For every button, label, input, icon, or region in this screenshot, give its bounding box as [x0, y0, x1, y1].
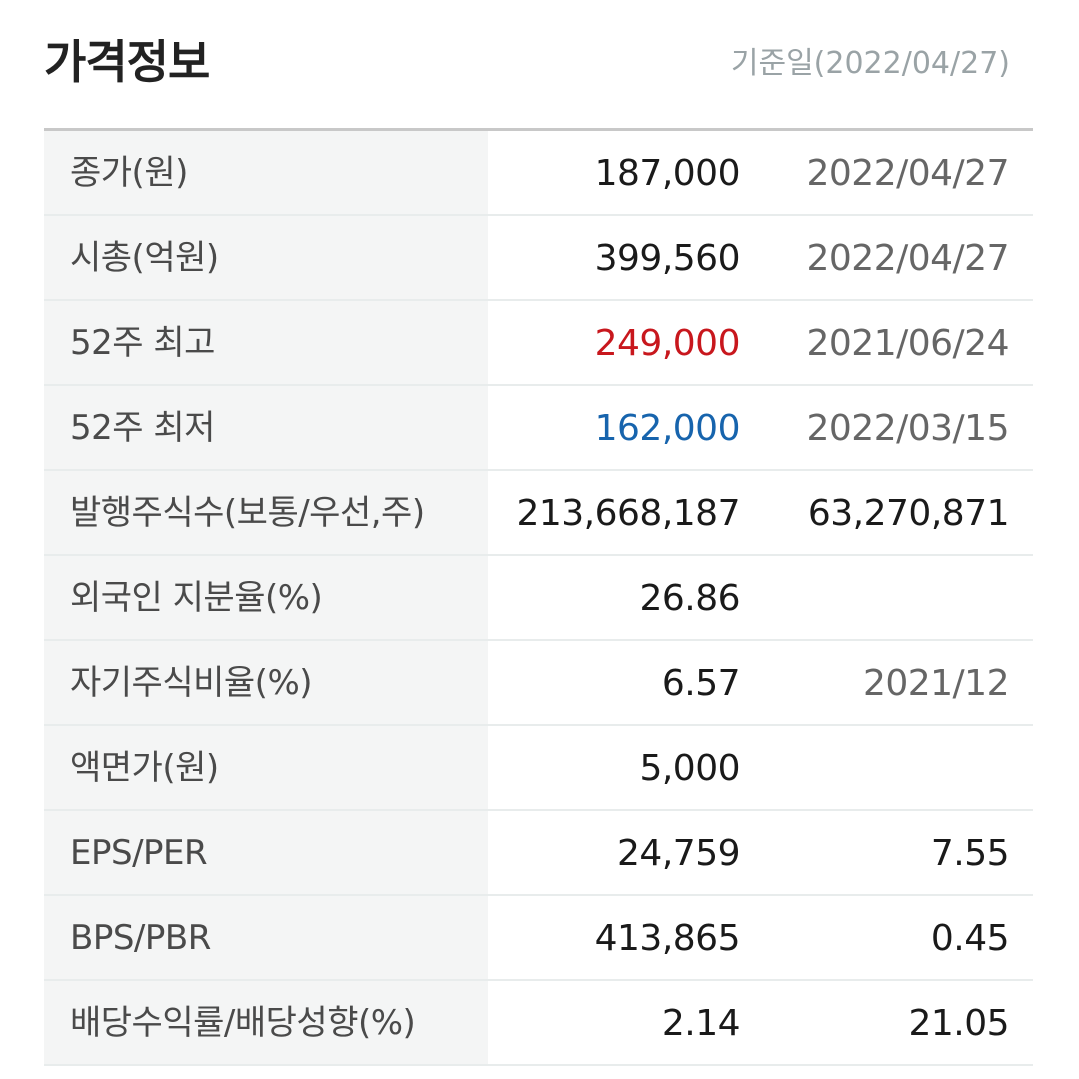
row-market-cap: 시총(억원) 399,560 2022/04/27 [44, 216, 1033, 301]
label-cell: BPS/PBR [44, 896, 488, 979]
row-value: 187,000 [594, 153, 741, 194]
row-date: 2022/04/27 [806, 238, 1010, 279]
price-info-table: 종가(원) 187,000 2022/04/27 시총(억원) 399,560 … [44, 128, 1033, 1066]
row-extra-value: 63,270,871 [807, 493, 1010, 534]
label-cell: 52주 최고 [44, 301, 488, 384]
row-value: 26.86 [639, 578, 740, 619]
row-label: 자기주식비율(%) [70, 663, 313, 703]
row-value: 24,759 [617, 833, 740, 874]
row-shares-outstanding: 발행주식수(보통/우선,주) 213,668,187 63,270,871 [44, 471, 1033, 556]
row-52w-low: 52주 최저 162,000 2022/03/15 [44, 386, 1033, 471]
label-cell: 외국인 지분율(%) [44, 556, 488, 639]
row-value-low: 162,000 [594, 408, 741, 449]
row-date: 2022/03/15 [806, 408, 1010, 449]
label-cell: EPS/PER [44, 811, 488, 894]
row-date: 2021/12 [862, 663, 1010, 704]
row-date: 2021/06/24 [806, 323, 1010, 364]
row-label: 52주 최저 [70, 408, 215, 448]
row-label: 외국인 지분율(%) [70, 578, 323, 618]
row-value: 2.14 [661, 1003, 741, 1044]
row-bps-pbr: BPS/PBR 413,865 0.45 [44, 896, 1033, 981]
base-date: 기준일(2022/04/27) [730, 46, 1010, 81]
row-value: 6.57 [661, 663, 741, 704]
label-cell: 종가(원) [44, 131, 488, 214]
row-foreign-ownership: 외국인 지분율(%) 26.86 [44, 556, 1033, 641]
row-eps-per: EPS/PER 24,759 7.55 [44, 811, 1033, 896]
row-label: 52주 최고 [70, 323, 215, 363]
row-treasury-stock: 자기주식비율(%) 6.57 2021/12 [44, 641, 1033, 726]
price-info-header: 가격정보 기준일(2022/04/27) [44, 24, 1010, 89]
row-extra-value: 0.45 [930, 918, 1010, 959]
label-cell: 액면가(원) [44, 726, 488, 809]
label-cell: 배당수익률/배당성향(%) [44, 981, 488, 1064]
row-value: 399,560 [594, 238, 741, 279]
row-value: 213,668,187 [516, 493, 740, 534]
label-cell: 자기주식비율(%) [44, 641, 488, 724]
row-label: 발행주식수(보통/우선,주) [70, 493, 425, 533]
label-cell: 발행주식수(보통/우선,주) [44, 471, 488, 554]
row-dividend-yield: 배당수익률/배당성향(%) 2.14 21.05 [44, 981, 1033, 1066]
row-date: 2022/04/27 [806, 153, 1010, 194]
section-title: 가격정보 [44, 35, 210, 89]
row-label: 배당수익률/배당성향(%) [70, 1003, 416, 1043]
row-label: EPS/PER [70, 833, 208, 873]
row-label: 시총(억원) [70, 238, 219, 278]
row-extra-value: 21.05 [908, 1003, 1009, 1044]
row-extra-value: 7.55 [930, 833, 1010, 874]
row-value: 413,865 [594, 918, 741, 959]
row-label: 종가(원) [70, 153, 188, 193]
row-close-price: 종가(원) 187,000 2022/04/27 [44, 131, 1033, 216]
row-52w-high: 52주 최고 249,000 2021/06/24 [44, 301, 1033, 386]
row-label: 액면가(원) [70, 748, 219, 788]
row-value: 5,000 [639, 748, 740, 789]
row-par-value: 액면가(원) 5,000 [44, 726, 1033, 811]
row-label: BPS/PBR [70, 918, 211, 958]
label-cell: 시총(억원) [44, 216, 488, 299]
label-cell: 52주 최저 [44, 386, 488, 469]
row-value-high: 249,000 [594, 323, 741, 364]
